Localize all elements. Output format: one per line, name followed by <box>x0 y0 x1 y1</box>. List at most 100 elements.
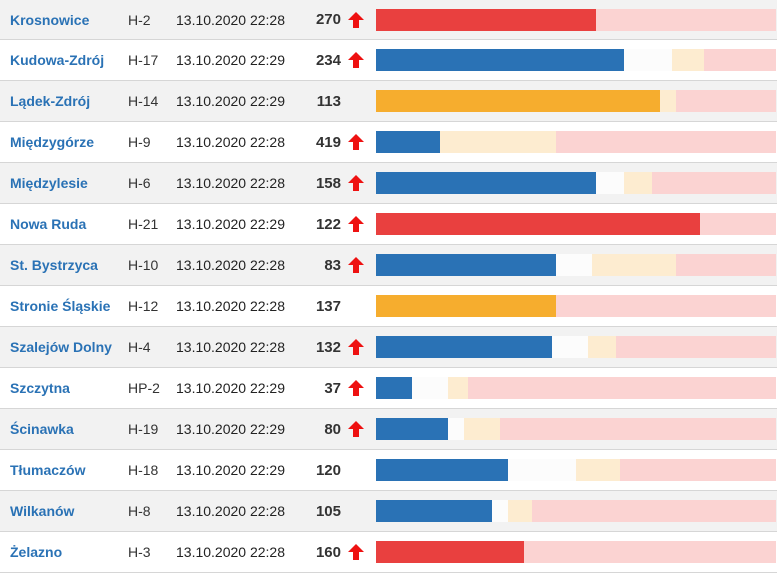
measurement-time: 13.10.2020 22:28 <box>176 134 285 150</box>
water-level-bar <box>376 254 776 276</box>
water-level-bar <box>376 172 776 194</box>
measurement-time: 13.10.2020 22:29 <box>176 462 285 478</box>
bar-level-fill <box>376 213 700 235</box>
water-level-bar <box>376 459 776 481</box>
station-code: HP-2 <box>128 380 160 396</box>
station-name-link[interactable]: Międzygórze <box>10 134 95 150</box>
measurement-time: 13.10.2020 22:29 <box>176 93 285 109</box>
station-row: Lądek-Zdrój H-14 13.10.2020 22:29 113 <box>0 81 777 122</box>
water-level-value: 132 <box>315 338 341 356</box>
water-level-bar <box>376 295 776 317</box>
station-row: Międzylesie H-6 13.10.2020 22:28 158 <box>0 163 777 204</box>
station-name-link[interactable]: Krosnowice <box>10 11 90 28</box>
measurement-time: 13.10.2020 22:28 <box>176 298 285 314</box>
water-level-value: 137 <box>315 297 341 315</box>
station-code: H-21 <box>128 216 159 232</box>
water-level-value: 158 <box>315 174 341 192</box>
arrow-up-icon <box>345 368 367 408</box>
station-row: Żelazno H-3 13.10.2020 22:28 160 <box>0 532 777 573</box>
station-name-link[interactable]: Lądek-Zdrój <box>10 93 91 109</box>
station-name-link[interactable]: Żelazno <box>10 544 63 560</box>
station-row: Szalejów Dolny H-4 13.10.2020 22:28 132 <box>0 327 777 368</box>
water-level-bar <box>376 541 776 563</box>
arrow-up-icon <box>345 327 367 367</box>
water-level-bar <box>376 213 776 235</box>
measurement-time: 13.10.2020 22:28 <box>176 175 285 191</box>
station-code: H-2 <box>128 11 151 28</box>
station-name-link[interactable]: Kudowa-Zdrój <box>10 52 105 68</box>
measurement-time: 13.10.2020 22:29 <box>176 380 285 396</box>
water-level-bar <box>376 49 776 71</box>
station-code: H-8 <box>128 503 151 519</box>
station-code: H-9 <box>128 134 151 150</box>
station-code: H-12 <box>128 298 159 314</box>
measurement-time: 13.10.2020 22:29 <box>176 421 285 437</box>
station-row: Tłumaczów H-18 13.10.2020 22:29 120 <box>0 450 777 491</box>
station-name-link[interactable]: Międzylesie <box>10 175 88 191</box>
station-name-link[interactable]: Ścinawka <box>10 421 74 437</box>
measurement-time: 13.10.2020 22:28 <box>176 503 285 519</box>
station-name-link[interactable]: Nowa Ruda <box>10 216 87 232</box>
station-code: H-3 <box>128 544 151 560</box>
station-code: H-4 <box>128 339 151 355</box>
bar-level-fill <box>376 172 596 194</box>
station-row: Krosnowice H-2 13.10.2020 22:28 270 <box>0 0 777 40</box>
water-level-value: 122 <box>315 215 341 233</box>
water-level-value: 105 <box>315 502 341 520</box>
bar-level-fill <box>376 459 508 481</box>
water-level-bar <box>376 8 776 31</box>
station-code: H-17 <box>128 52 159 68</box>
bar-level-fill <box>376 8 596 31</box>
station-name-link[interactable]: St. Bystrzyca <box>10 257 98 273</box>
water-level-value: 120 <box>315 461 341 479</box>
arrow-up-icon <box>345 163 367 203</box>
water-level-value: 80 <box>324 420 341 438</box>
measurement-time: 13.10.2020 22:29 <box>176 216 285 232</box>
water-level-bar <box>376 90 776 112</box>
station-code: H-19 <box>128 421 159 437</box>
water-level-bar <box>376 336 776 358</box>
station-code: H-10 <box>128 257 159 273</box>
station-row: Stronie Śląskie H-12 13.10.2020 22:28 137 <box>0 286 777 327</box>
station-row: Nowa Ruda H-21 13.10.2020 22:29 122 <box>0 204 777 245</box>
bar-level-fill <box>376 131 440 153</box>
arrow-up-icon <box>345 532 367 572</box>
bar-level-fill <box>376 295 556 317</box>
bar-level-fill <box>376 418 448 440</box>
bar-level-fill <box>376 49 624 71</box>
bar-level-fill <box>376 500 492 522</box>
water-level-bar <box>376 500 776 522</box>
station-row: St. Bystrzyca H-10 13.10.2020 22:28 83 <box>0 245 777 286</box>
station-row: Ścinawka H-19 13.10.2020 22:29 80 <box>0 409 777 450</box>
station-code: H-14 <box>128 93 159 109</box>
water-level-bar <box>376 377 776 399</box>
bar-level-fill <box>376 254 556 276</box>
station-row: Kudowa-Zdrój H-17 13.10.2020 22:29 234 <box>0 40 777 81</box>
station-name-link[interactable]: Stronie Śląskie <box>10 298 111 314</box>
station-row: Międzygórze H-9 13.10.2020 22:28 419 <box>0 122 777 163</box>
water-level-value: 160 <box>315 543 341 561</box>
arrow-up-icon <box>345 204 367 244</box>
station-name-link[interactable]: Szczytna <box>10 380 70 396</box>
measurement-time: 13.10.2020 22:28 <box>176 257 285 273</box>
bar-level-fill <box>376 90 660 112</box>
water-level-bar <box>376 418 776 440</box>
station-code: H-18 <box>128 462 159 478</box>
station-name-link[interactable]: Tłumaczów <box>10 462 86 478</box>
water-level-value: 83 <box>324 256 341 274</box>
station-name-link[interactable]: Wilkanów <box>10 503 75 519</box>
water-level-value: 270 <box>315 11 341 28</box>
measurement-time: 13.10.2020 22:29 <box>176 52 285 68</box>
arrow-up-icon <box>345 0 367 39</box>
station-row: Szczytna HP-2 13.10.2020 22:29 37 <box>0 368 777 409</box>
station-code: H-6 <box>128 175 151 191</box>
arrow-up-icon <box>345 245 367 285</box>
arrow-up-icon <box>345 409 367 449</box>
bar-level-fill <box>376 541 524 563</box>
bar-level-fill <box>376 336 552 358</box>
water-level-value: 113 <box>316 92 341 110</box>
arrow-up-icon <box>345 122 367 162</box>
station-name-link[interactable]: Szalejów Dolny <box>10 339 112 355</box>
water-level-bar <box>376 131 776 153</box>
